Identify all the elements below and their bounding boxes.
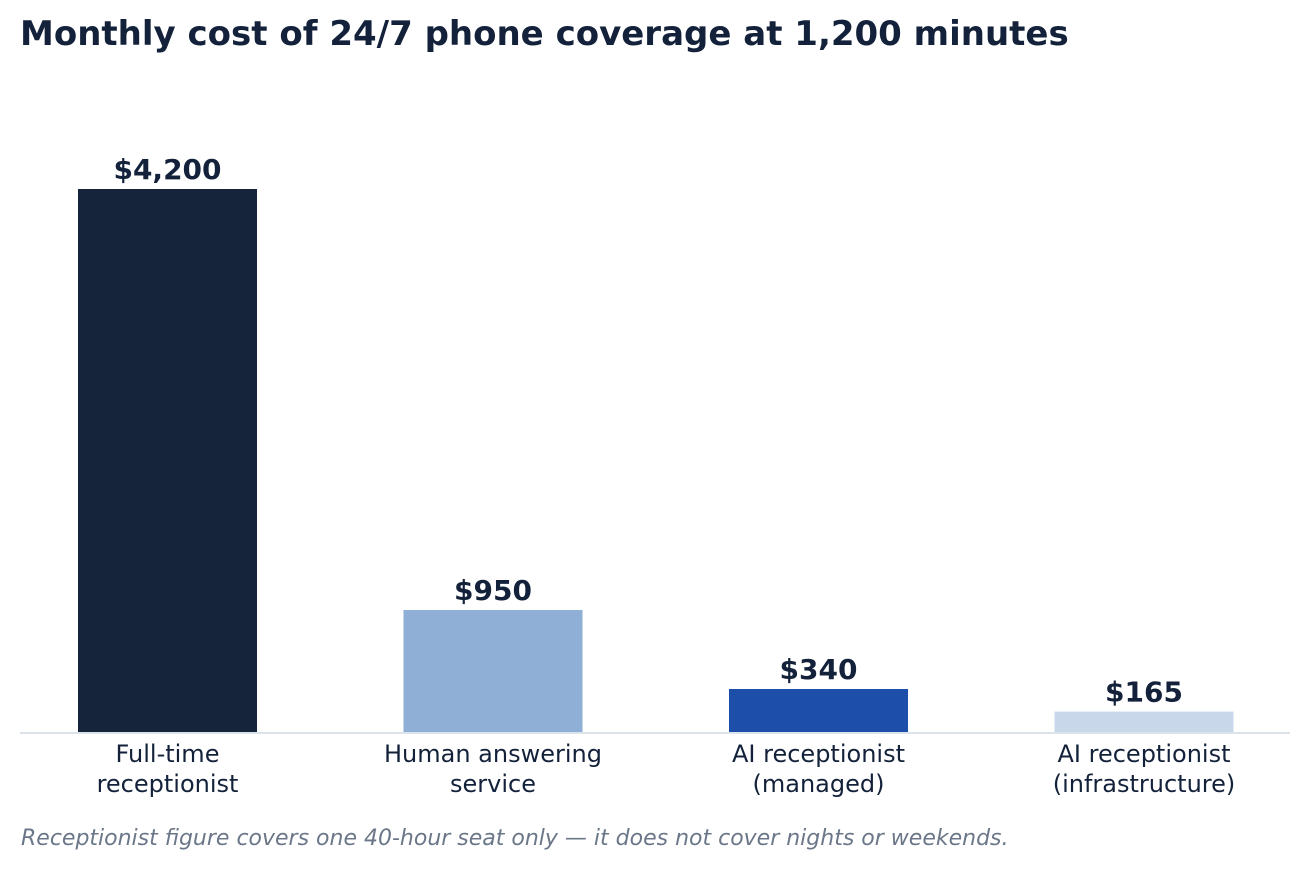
chart-title: Monthly cost of 24/7 phone coverage at 1… [20,14,1069,54]
x-tick-labels-group: Full-time receptionist Human answering serv… [97,740,1236,798]
bar-3 [1054,711,1234,733]
value-labels-group: $4,200 $950 $340 $165 [113,153,1183,709]
bars-group [78,189,1234,733]
bar-2 [729,689,908,733]
bar-1 [403,610,583,733]
value-label-1: $950 [454,574,532,607]
bar-0 [78,189,257,733]
value-label-3: $165 [1105,676,1183,709]
value-label-0: $4,200 [113,153,221,186]
x-tick-label-2: AI receptionist (managed) [732,740,905,798]
x-tick-label-1: Human answering service [384,740,602,798]
x-tick-label-0: Full-time receptionist [97,740,239,798]
value-label-2: $340 [780,653,858,686]
chart-footnote: Receptionist figure covers one 40-hour s… [21,826,1009,851]
x-tick-label-3: AI receptionist (infrastructure) [1053,740,1236,798]
